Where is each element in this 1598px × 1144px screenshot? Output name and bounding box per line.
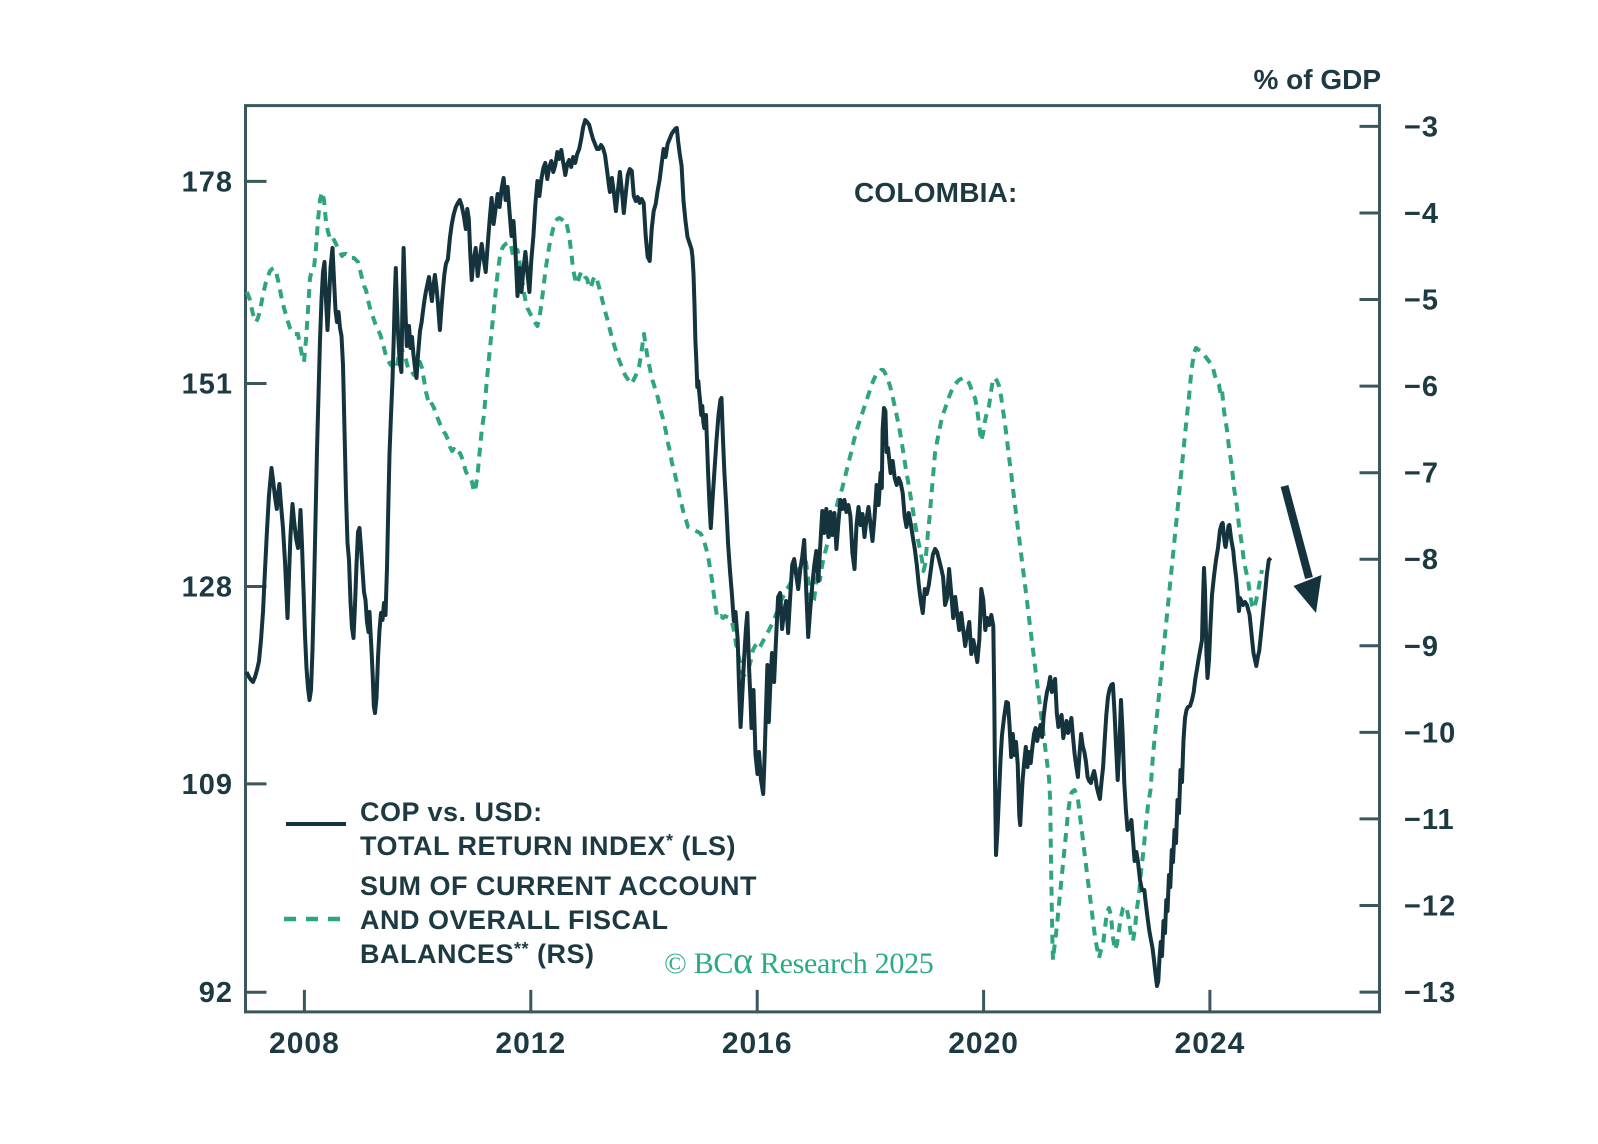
svg-text:109: 109 bbox=[182, 769, 233, 801]
svg-text:% of GDP: % of GDP bbox=[1253, 64, 1381, 95]
svg-text:AND OVERALL FISCAL: AND OVERALL FISCAL bbox=[360, 905, 669, 935]
svg-text:178: 178 bbox=[182, 166, 233, 198]
svg-text:−7: −7 bbox=[1404, 458, 1439, 490]
svg-text:TOTAL RETURN INDEX* (LS): TOTAL RETURN INDEX* (LS) bbox=[360, 831, 736, 861]
svg-text:COLOMBIA:: COLOMBIA: bbox=[854, 177, 1018, 208]
svg-text:2016: 2016 bbox=[722, 1027, 793, 1060]
svg-text:−12: −12 bbox=[1404, 891, 1456, 923]
svg-text:BALANCES** (RS): BALANCES** (RS) bbox=[360, 939, 595, 969]
svg-text:2020: 2020 bbox=[948, 1027, 1019, 1060]
svg-text:2012: 2012 bbox=[495, 1027, 566, 1060]
svg-text:−6: −6 bbox=[1404, 371, 1439, 403]
svg-text:−3: −3 bbox=[1404, 111, 1439, 143]
svg-text:COP vs. USD:: COP vs. USD: bbox=[360, 797, 543, 827]
svg-text:−5: −5 bbox=[1404, 285, 1439, 317]
svg-text:−8: −8 bbox=[1404, 544, 1439, 576]
svg-text:151: 151 bbox=[182, 369, 233, 401]
svg-text:128: 128 bbox=[182, 572, 233, 604]
svg-text:© BCα Research 2025: © BCα Research 2025 bbox=[664, 940, 933, 982]
svg-text:−9: −9 bbox=[1404, 631, 1439, 663]
svg-text:2024: 2024 bbox=[1175, 1027, 1246, 1060]
svg-text:−10: −10 bbox=[1404, 717, 1456, 749]
svg-text:−13: −13 bbox=[1404, 977, 1456, 1009]
svg-text:−4: −4 bbox=[1404, 198, 1439, 230]
svg-text:2008: 2008 bbox=[269, 1027, 340, 1060]
svg-text:SUM OF CURRENT ACCOUNT: SUM OF CURRENT ACCOUNT bbox=[360, 871, 757, 901]
svg-text:−11: −11 bbox=[1404, 804, 1455, 836]
svg-text:92: 92 bbox=[199, 977, 233, 1009]
